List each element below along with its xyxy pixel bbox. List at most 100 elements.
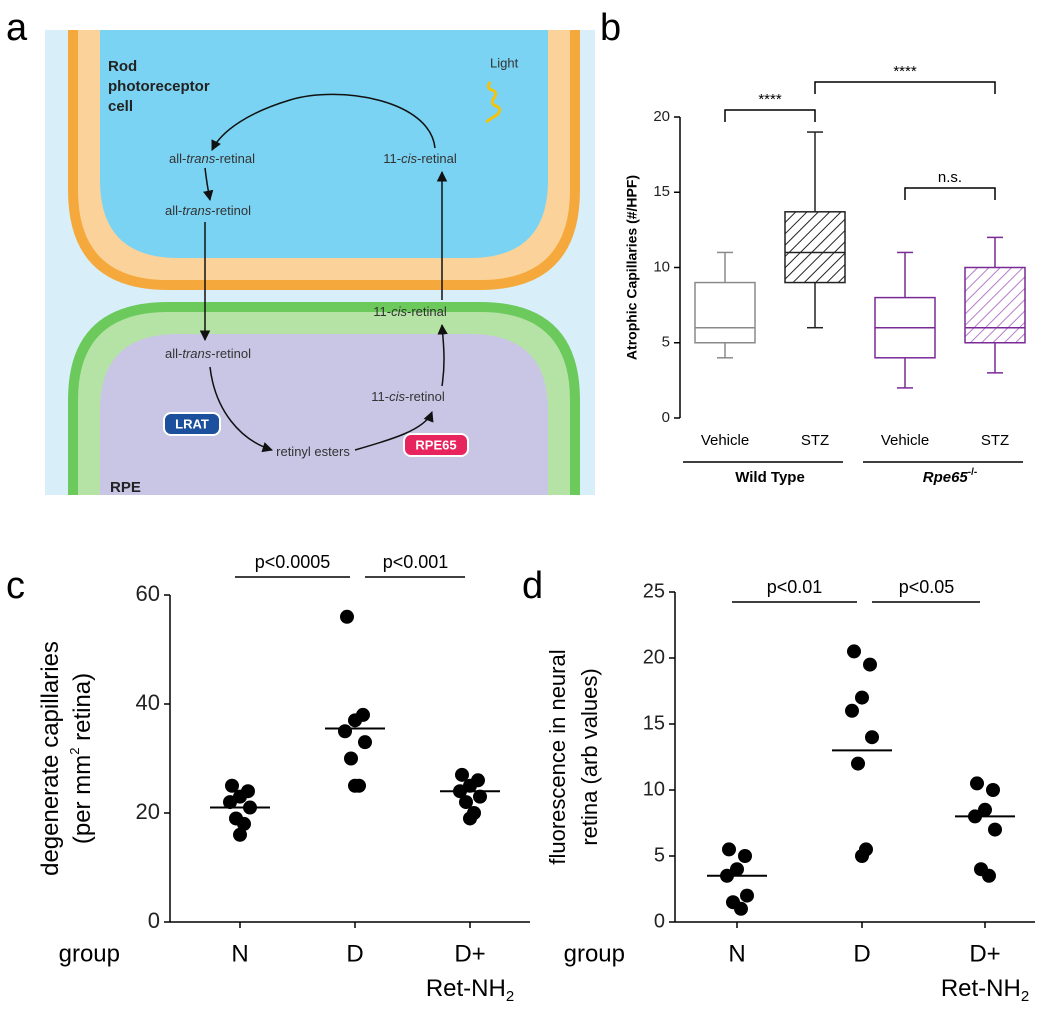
data-point [348, 713, 362, 728]
data-point [865, 730, 879, 745]
data-point [338, 724, 352, 739]
box [964, 266, 1026, 344]
y-tick-label: 20 [653, 108, 670, 125]
data-point [863, 657, 877, 672]
x-tick-label: D [853, 940, 870, 967]
y-tick-label: 0 [662, 409, 670, 426]
panel-label: a [6, 7, 28, 49]
data-point [986, 783, 1000, 797]
x-tick-label: STZ [801, 432, 829, 449]
y-axis-label: (per mm2 retina) [67, 673, 96, 844]
significance-bracket [814, 81, 996, 94]
data-point [847, 644, 861, 659]
data-point [734, 901, 748, 916]
y-tick-label: 0 [148, 908, 160, 933]
molecule: 11-cis-retinal [383, 151, 457, 166]
y-tick-label: 20 [136, 799, 160, 824]
y-tick-label: 5 [662, 334, 670, 351]
data-point [225, 778, 239, 793]
panel-label: c [6, 565, 25, 607]
x-tick-sublabel: Ret-NH2 [941, 975, 1029, 1005]
data-point [358, 735, 372, 750]
significance-label: **** [758, 91, 782, 108]
data-point [473, 789, 487, 804]
significance-label: p<0.01 [767, 577, 823, 597]
significance-bracket [724, 109, 816, 122]
molecule: 11-cis-retinal [373, 304, 447, 319]
y-axis-label: degenerate capillaries [37, 641, 64, 876]
y-tick-label: 0 [654, 910, 665, 932]
y-tick-label: 20 [643, 646, 665, 668]
x-axis-label: group [59, 940, 120, 967]
y-axis-label: Atrophic Capillaries (#/HPF) [624, 175, 640, 360]
data-point [855, 849, 869, 863]
data-point [233, 827, 247, 842]
arrow [437, 323, 448, 387]
data-point [459, 795, 473, 810]
data-point [455, 767, 469, 782]
y-tick-label: 25 [643, 580, 665, 602]
cell-label: Rod [108, 58, 137, 75]
x-tick-label: N [728, 940, 745, 967]
molecule: all-trans-retinol [165, 346, 251, 361]
molecule: all-trans-retinol [165, 203, 251, 218]
data-point [855, 690, 869, 705]
x-tick-sublabel: Ret-NH2 [426, 975, 514, 1005]
cell-label: photoreceptor [108, 78, 210, 95]
x-tick-label: D+ [454, 940, 485, 967]
panel-label: d [522, 565, 543, 607]
significance-label: p<0.0005 [255, 552, 331, 572]
y-axis-label: fluorescence in neural [545, 649, 570, 864]
x-tick-label: STZ [981, 432, 1009, 449]
group-label: Rpe65-/- [923, 467, 977, 486]
data-point [722, 842, 736, 857]
molecule: all-trans-retinal [169, 151, 255, 166]
data-point [730, 862, 744, 877]
data-point [463, 811, 477, 826]
y-tick-label: 10 [653, 258, 670, 275]
diagram: Rod photoreceptor cell RPE Light all-tra… [45, 30, 595, 496]
cell-label: cell [108, 98, 133, 115]
data-point [988, 822, 1002, 837]
x-tick-label: Vehicle [881, 432, 929, 449]
x-tick-label: N [231, 940, 248, 967]
data-point [344, 751, 358, 766]
significance-label: **** [893, 63, 917, 80]
x-axis-label: group [564, 940, 625, 967]
data-point [237, 816, 251, 831]
significance-label: p<0.001 [383, 552, 449, 572]
y-tick-label: 40 [136, 690, 160, 715]
molecule: 11-cis-retinol [371, 389, 445, 404]
cell-body [100, 30, 548, 258]
light-label: Light [490, 55, 519, 70]
data-point [348, 778, 362, 793]
significance-label: p<0.05 [899, 577, 955, 597]
significance-bracket [904, 187, 996, 200]
data-point [738, 849, 752, 863]
data-point [845, 703, 859, 718]
significance-label: n.s. [938, 169, 962, 186]
arrow [354, 411, 434, 451]
enzyme-label: LRAT [175, 416, 209, 431]
arrow [209, 366, 274, 453]
x-tick-label: D+ [969, 940, 1000, 967]
y-tick-label: 15 [653, 183, 670, 200]
x-tick-label: D [346, 940, 363, 967]
data-point [740, 888, 754, 903]
molecule: retinyl esters [276, 444, 350, 459]
arrow [211, 93, 436, 151]
enzyme-label: RPE65 [415, 437, 456, 452]
enzyme-badge [403, 433, 469, 457]
data-point [223, 795, 237, 810]
y-tick-label: 10 [643, 778, 665, 800]
cell-label: RPE [110, 479, 141, 496]
light-icon [485, 81, 502, 124]
box [694, 281, 756, 344]
y-axis-label: retina (arb values) [577, 668, 602, 845]
data-point [982, 868, 996, 883]
x-tick-label: Vehicle [701, 432, 749, 449]
arrow [202, 167, 214, 202]
data-point [978, 802, 992, 817]
group-label: Wild Type [735, 469, 805, 486]
